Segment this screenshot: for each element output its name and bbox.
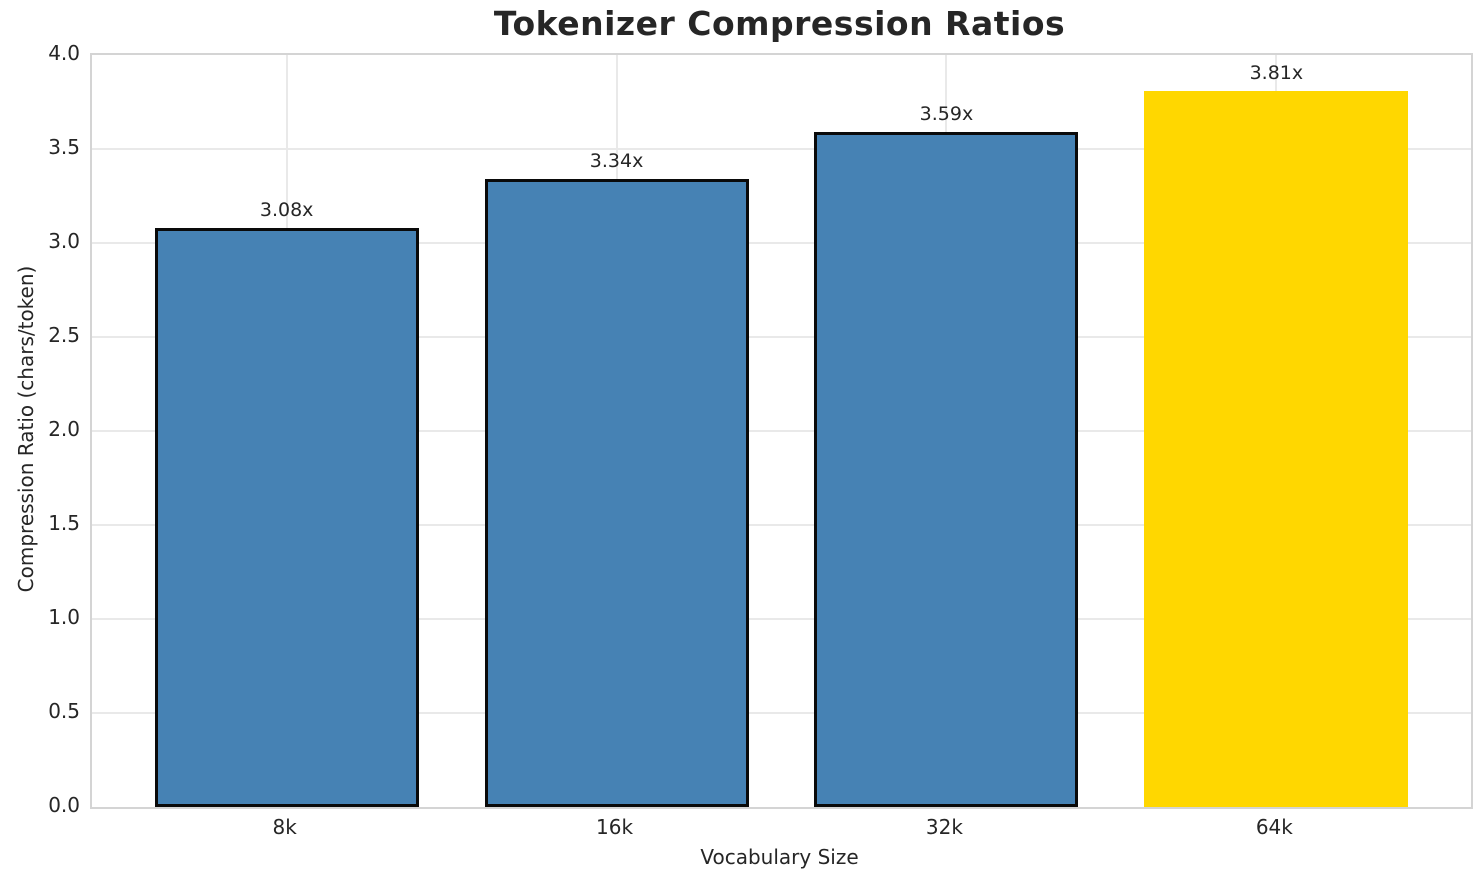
y-tick-label: 2.5 — [48, 323, 80, 347]
y-tick-label: 0.5 — [48, 699, 80, 723]
bar-8k — [154, 227, 419, 807]
horizontal-gridline — [92, 336, 1471, 338]
x-axis-label: Vocabulary Size — [700, 845, 859, 869]
plot-area: 3.08x 3.34x 3.59x 3.81x — [90, 53, 1473, 809]
x-tick-label: 16k — [596, 815, 634, 839]
x-tick-label: 64k — [1255, 815, 1293, 839]
y-tick-label: 0.0 — [48, 793, 80, 817]
x-tick-label: 8k — [272, 815, 297, 839]
horizontal-gridline — [92, 712, 1471, 714]
horizontal-gridline — [92, 524, 1471, 526]
horizontal-gridline — [92, 430, 1471, 432]
y-tick-label: 3.0 — [48, 229, 80, 253]
y-tick-label: 4.0 — [48, 41, 80, 65]
bar-value-label: 3.08x — [259, 198, 314, 221]
x-tick-label: 32k — [925, 815, 963, 839]
y-tick-label: 1.0 — [48, 605, 80, 629]
bar-value-label: 3.59x — [919, 103, 974, 126]
horizontal-gridline — [92, 242, 1471, 244]
chart-title: Tokenizer Compression Ratios — [493, 4, 1066, 43]
y-tick-label: 1.5 — [48, 511, 80, 535]
y-tick-label: 3.5 — [48, 135, 80, 159]
bar-value-label: 3.81x — [1249, 61, 1304, 84]
bar-16k — [484, 179, 749, 807]
bar-32k — [814, 132, 1079, 807]
bar-value-label: 3.34x — [589, 150, 644, 173]
y-tick-label: 2.0 — [48, 417, 80, 441]
bar-64k — [1144, 90, 1409, 807]
horizontal-gridline — [92, 618, 1471, 620]
horizontal-gridline — [92, 148, 1471, 150]
